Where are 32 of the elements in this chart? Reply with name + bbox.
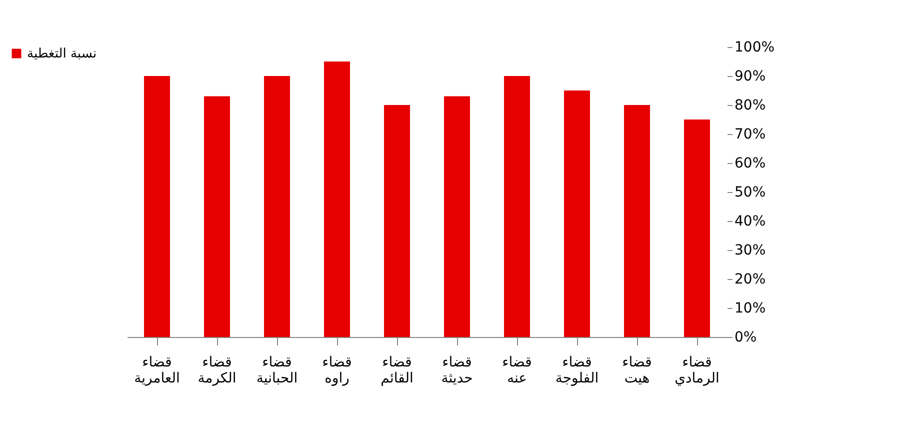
y-tick-label: 90%	[734, 68, 766, 84]
bar	[504, 76, 530, 337]
y-tick-label: 80%	[734, 98, 766, 114]
x-tick-label: قضاء الكرمة	[198, 354, 236, 386]
bar	[264, 76, 290, 337]
bar	[204, 96, 230, 337]
x-tick-label: قضاء راوه	[322, 354, 352, 386]
x-tick-label: قضاء هيت	[622, 354, 652, 386]
y-tick-label: 70%	[734, 126, 766, 142]
y-tick-label: 30%	[734, 242, 766, 258]
x-tick-label: قضاء عنه	[502, 354, 532, 386]
y-tick-label: 50%	[734, 184, 766, 200]
y-tick-label: 40%	[734, 214, 766, 230]
x-tick-label: قضاء حديثة	[441, 354, 473, 386]
x-tick-label: قضاء الحبانية	[256, 354, 298, 386]
bar	[564, 90, 590, 337]
y-tick-label: 0%	[734, 330, 757, 346]
x-tick-label: قضاء العامرية	[134, 354, 180, 386]
bar	[624, 105, 650, 337]
bar	[444, 96, 470, 337]
x-tick-label: قضاء الرمادي	[674, 354, 720, 386]
bar	[324, 62, 350, 337]
bar	[684, 120, 710, 337]
y-tick-label: 60%	[734, 156, 766, 172]
y-tick-label: 10%	[734, 300, 766, 316]
y-tick-label: 20%	[734, 272, 766, 288]
y-tick-label: 100%	[734, 40, 775, 56]
bar	[144, 76, 170, 337]
bar	[384, 105, 410, 337]
legend-label: نسبة التغطية	[27, 46, 97, 62]
x-tick-label: قضاء الفلوجة	[555, 354, 599, 386]
x-tick-label: قضاء القائم	[380, 354, 414, 386]
